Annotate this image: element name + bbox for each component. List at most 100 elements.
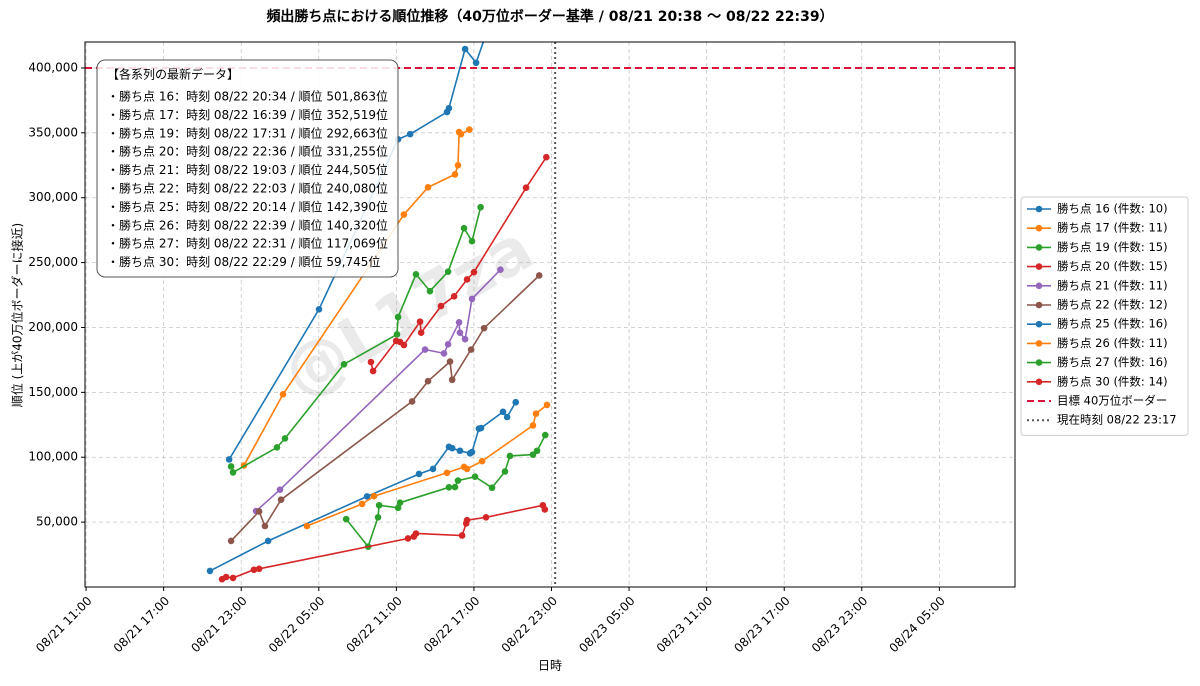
series-line [255,269,501,512]
legend-label: 勝ち点 27 (件数: 16) [1057,355,1168,369]
data-point [488,484,496,492]
data-point [394,313,402,321]
legend-marker [1035,378,1043,386]
legend-box [1020,196,1189,436]
data-point [393,331,401,338]
data-point [340,361,348,368]
data-point [460,224,468,232]
data-point [446,358,454,365]
data-point [303,522,311,530]
data-point [535,272,543,279]
data-point [499,408,507,416]
data-point [478,457,486,465]
legend-label: 勝ち点 19 (件数: 15) [1057,240,1168,254]
data-point [400,341,408,349]
data-point [501,468,509,475]
data-point [482,514,490,521]
data-point [342,515,350,523]
data-point [415,470,423,478]
data-point [456,447,464,455]
chart-title: 頻出勝ち点における順位推移（40万位ボーダー基準 / 08/21 20:38 〜… [266,8,833,25]
annotation-line: ・勝ち点 27：時刻 08/22 22:31 / 順位 117,069位 [107,236,388,251]
data-point [406,130,414,138]
data-point [466,126,473,133]
plot-area [206,42,551,583]
annotation-line: ・勝ち点 17：時刻 08/22 16:39 / 順位 352,519位 [107,107,388,122]
y-tick-label: 300,000 [28,190,78,204]
y-tick-label: 100,000 [28,450,78,464]
legend-label: 目標 40万位ボーダー [1057,394,1167,408]
data-point [412,270,420,278]
data-point [451,171,459,178]
data-point [454,477,462,484]
data-point [445,104,453,112]
data-point [443,469,451,477]
annotation-title: 【各系列の最新データ】 [107,67,239,82]
data-point [444,341,452,348]
data-point [543,401,551,409]
annotation-line: ・勝ち点 30：時刻 08/22 22:29 / 順位 59,745位 [107,254,380,269]
data-point [367,358,375,366]
data-point [541,431,549,439]
data-point [529,422,537,429]
data-point [468,237,476,245]
data-point [363,493,371,500]
legend-marker [1035,205,1043,213]
y-tick-label: 200,000 [28,320,78,334]
legend-label: 勝ち点 25 (件数: 16) [1057,317,1168,331]
data-point [424,377,432,385]
data-point [279,391,287,398]
x-axis-label: 日時 [538,659,562,673]
data-point [374,514,382,521]
legend-label: 勝ち点 30 (件数: 14) [1057,374,1168,388]
data-point [477,203,484,211]
data-point [533,447,541,455]
data-point [543,153,550,161]
data-point [522,184,530,192]
annotation-line: ・勝ち点 22：時刻 08/22 22:03 / 順位 240,080位 [107,181,388,196]
data-point [444,268,452,275]
data-point [370,492,378,500]
y-axis-label: 順位 (上が40万位ボーダーに接近) [10,223,25,407]
y-tick-label: 250,000 [28,255,78,269]
data-point [440,350,448,357]
data-point [255,508,263,515]
data-point [222,573,230,581]
legend-label: 勝ち点 22 (件数: 12) [1057,298,1168,312]
legend-label: 勝ち点 26 (件数: 11) [1057,336,1168,350]
data-point [416,318,424,325]
data-point [429,465,437,473]
legend-marker [1035,340,1043,347]
data-point [421,346,429,353]
legend-label: 勝ち点 20 (件数: 15) [1057,259,1168,273]
data-point [532,410,540,417]
data-point [404,535,412,542]
data-point [541,506,549,513]
data-point [451,483,459,491]
data-point [471,473,479,481]
data-point [461,335,469,343]
data-point [456,329,464,336]
annotation-line: ・勝ち点 26：時刻 08/22 22:39 / 順位 140,320位 [107,217,388,232]
data-point [400,211,408,218]
y-tick-label: 400,000 [28,60,78,74]
data-point [468,448,476,456]
annotation-box [96,59,399,278]
legend-marker [1035,224,1043,232]
data-point [458,532,466,539]
annotation-line: ・勝ち点 25：時刻 08/22 20:14 / 順位 142,390位 [107,199,388,214]
legend-label: 勝ち点 16 (件数: 10) [1057,202,1168,216]
data-point [437,302,445,310]
data-point [497,266,504,274]
y-tick-label: 350,000 [28,125,78,139]
data-point [445,484,453,491]
data-point [477,424,485,432]
data-point [206,567,214,575]
y-tick-label: 50,000 [36,515,78,529]
data-point [417,329,425,336]
data-point [229,469,237,476]
data-point [281,435,289,442]
data-point [450,293,458,300]
data-point [276,486,284,493]
